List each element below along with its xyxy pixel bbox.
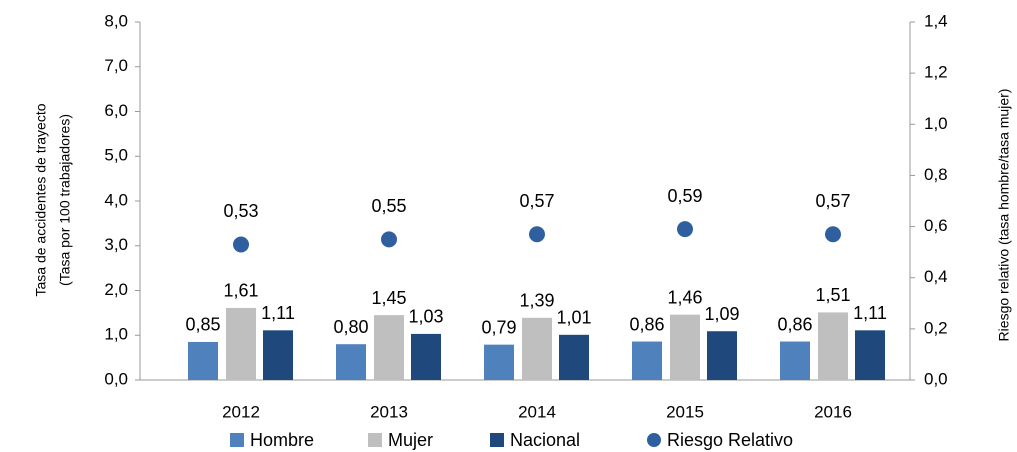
bar: [780, 341, 810, 380]
data-label: 0,86: [777, 314, 812, 334]
data-label: 1,01: [556, 308, 591, 328]
bar: [188, 341, 218, 380]
bar: [707, 331, 737, 380]
point: [529, 226, 545, 243]
point: [825, 226, 841, 243]
y2-tick-label: 1,2: [924, 63, 948, 82]
bar: [374, 315, 404, 380]
y-tick-label: 0,0: [104, 369, 128, 388]
y2-tick-label: 0,2: [924, 318, 948, 337]
legend-label: Nacional: [510, 430, 580, 450]
x-tick-label: 2016: [814, 402, 852, 421]
legend-label: Hombre: [250, 430, 314, 450]
data-label: 1,61: [223, 281, 258, 301]
bar: [484, 344, 514, 380]
data-label: 0,55: [371, 196, 406, 216]
y-tick-label: 2,0: [104, 280, 128, 299]
y2-tick-label: 0,8: [924, 165, 948, 184]
bar: [522, 317, 552, 380]
data-label: 1,03: [408, 307, 443, 327]
x-tick-label: 2014: [518, 402, 556, 421]
y2-tick-label: 0,0: [924, 369, 948, 388]
data-label: 1,51: [815, 285, 850, 305]
legend-marker: [230, 433, 244, 447]
data-label: 1,09: [704, 304, 739, 324]
data-label: 0,86: [629, 314, 664, 334]
y2-axis-title: Riesgo relativo (tasa hombre/tasa mujer): [996, 89, 1012, 342]
data-label: 1,46: [667, 287, 702, 307]
data-label: 0,79: [481, 317, 516, 337]
bar: [263, 330, 293, 380]
data-label: 0,57: [815, 191, 850, 211]
point: [233, 236, 249, 253]
bar: [226, 307, 256, 380]
bar: [855, 330, 885, 380]
data-label: 0,80: [333, 317, 368, 337]
legend-marker: [490, 433, 504, 447]
y-tick-label: 8,0: [104, 11, 128, 30]
y2-tick-label: 0,4: [924, 267, 948, 286]
bar: [559, 334, 589, 380]
data-label: 0,57: [519, 191, 554, 211]
y-tick-label: 1,0: [104, 325, 128, 344]
x-tick-label: 2013: [370, 402, 408, 421]
y-tick-label: 3,0: [104, 235, 128, 254]
bar: [336, 344, 366, 380]
y-tick-label: 4,0: [104, 190, 128, 209]
y-tick-label: 7,0: [104, 56, 128, 75]
legend-marker: [368, 433, 382, 447]
bar: [632, 341, 662, 380]
x-tick-label: 2015: [666, 402, 704, 421]
y2-tick-label: 1,4: [924, 11, 948, 30]
y2-tick-label: 0,6: [924, 216, 948, 235]
bar: [670, 314, 700, 380]
data-label: 0,85: [185, 315, 220, 335]
point: [381, 231, 397, 248]
data-label: 1,39: [519, 291, 554, 311]
legend-label: Mujer: [388, 430, 433, 450]
legend-marker: [647, 433, 661, 447]
legend-label: Riesgo Relativo: [667, 430, 793, 450]
bar: [411, 333, 441, 380]
data-label: 1,45: [371, 288, 406, 308]
data-label: 0,59: [667, 186, 702, 206]
y-tick-label: 6,0: [104, 101, 128, 120]
point: [677, 221, 693, 238]
data-label: 1,11: [853, 303, 887, 323]
data-label: 1,11: [261, 303, 295, 323]
data-label: 0,53: [223, 201, 258, 221]
y-axis-title: Tasa de accidentes de trayecto: [33, 103, 49, 296]
y-tick-label: 5,0: [104, 146, 128, 165]
y-axis-title: (Tasa por 100 trabajadores): [57, 114, 73, 286]
x-tick-label: 2012: [222, 402, 260, 421]
y2-tick-label: 1,0: [924, 114, 948, 133]
bar: [818, 312, 848, 380]
